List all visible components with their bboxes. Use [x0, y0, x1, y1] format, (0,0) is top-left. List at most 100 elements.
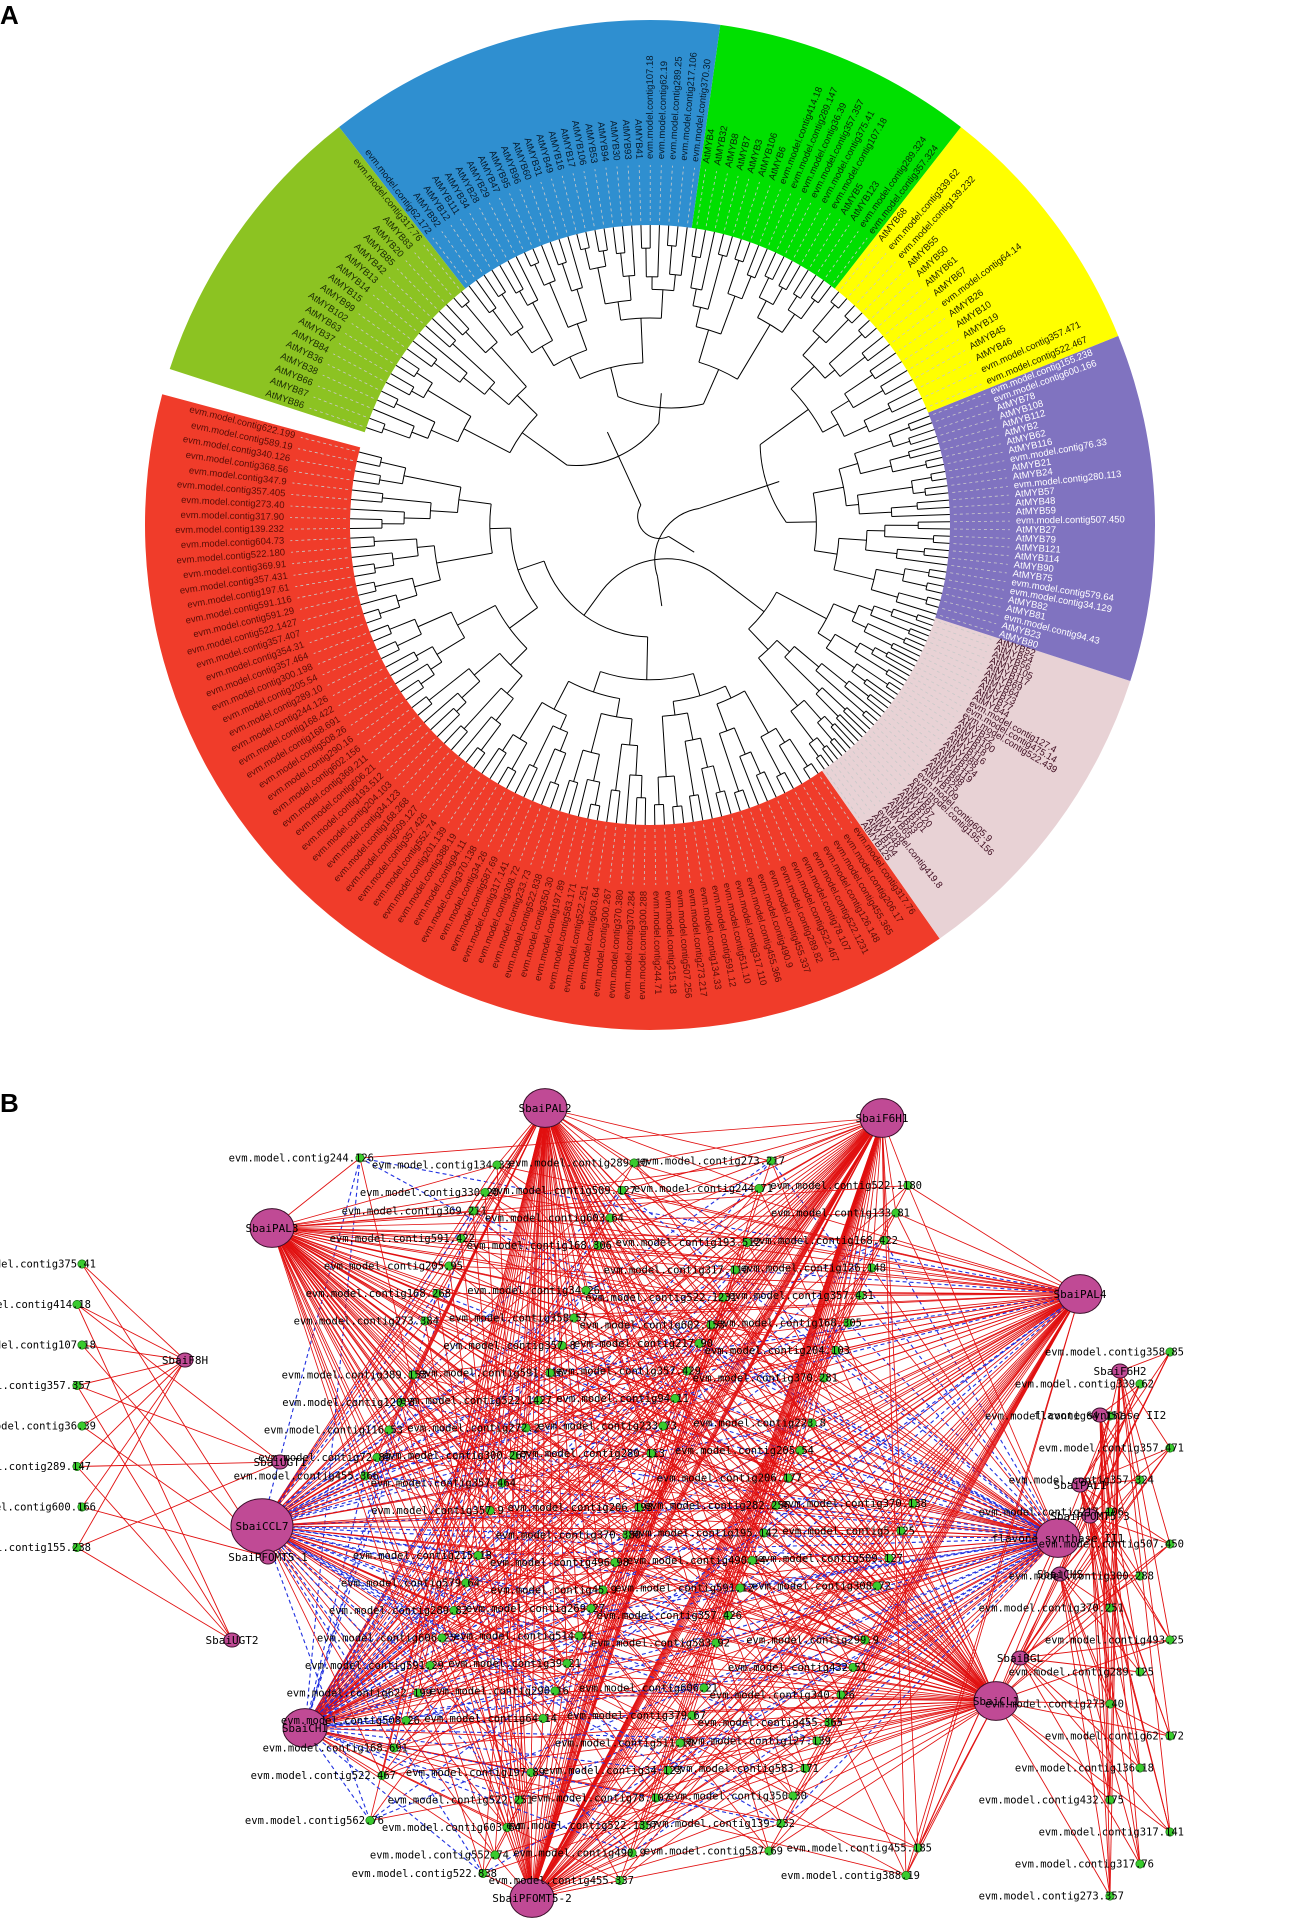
- branch: [567, 236, 583, 288]
- positive-edge: [261, 1265, 450, 1527]
- branch-arc: [508, 386, 527, 405]
- hub-label: SbaiPAL3: [246, 1222, 299, 1235]
- branch: [930, 470, 946, 475]
- gene-label: evm.model.contig134.33: [372, 1160, 511, 1172]
- negative-edge: [518, 1537, 1059, 1801]
- gene-node: [682, 1366, 692, 1376]
- branch: [830, 726, 851, 749]
- positive-edge: [544, 1107, 772, 1162]
- branch: [778, 260, 793, 286]
- positive-edge: [261, 1400, 539, 1527]
- branch: [510, 648, 528, 666]
- branch: [744, 690, 769, 733]
- positive-edge: [1079, 1479, 1141, 1486]
- positive-edge: [544, 1107, 628, 1536]
- positive-edge: [811, 1117, 883, 1424]
- branch: [789, 738, 808, 767]
- positive-edge: [261, 1297, 724, 1527]
- gene-label: evm.model.contig317.110: [604, 1265, 749, 1277]
- gene-node: [557, 1341, 567, 1351]
- positive-edge: [271, 1227, 645, 1826]
- positive-edge: [1119, 1351, 1171, 1372]
- panel-a-letter: A: [0, 0, 19, 30]
- gene-node: [581, 1286, 591, 1296]
- branch: [867, 623, 905, 641]
- leaf-label: AtMYB4: [701, 128, 717, 164]
- branch: [834, 723, 855, 746]
- branch: [519, 702, 543, 740]
- branch: [559, 780, 570, 812]
- positive-edge: [995, 1700, 1111, 1897]
- positive-edge: [1019, 1657, 1171, 1833]
- negative-edge: [261, 1525, 592, 1610]
- hub-label: SbaiUGT1: [254, 1456, 307, 1469]
- leaf-label: AtMYB30: [607, 120, 622, 161]
- positive-edge: [578, 1635, 997, 1702]
- positive-edge: [271, 1227, 616, 1563]
- branch-arc: [776, 771, 785, 778]
- branch: [358, 590, 377, 596]
- gene-node: [776, 1818, 786, 1828]
- positive-edge: [900, 1530, 1059, 1539]
- positive-edge: [531, 1589, 604, 1899]
- gene-label: evm.model.contig507.450: [1039, 1539, 1184, 1551]
- branch-arc: [485, 341, 498, 354]
- positive-edge: [271, 1227, 724, 1298]
- positive-edge: [531, 1825, 645, 1899]
- branch: [925, 603, 939, 608]
- negative-edge: [621, 1190, 1059, 1539]
- positive-edge: [531, 1560, 753, 1899]
- branch: [913, 491, 926, 494]
- gene-label: evm.model.contig215.18: [353, 1550, 492, 1562]
- branch-arc: [527, 299, 539, 306]
- positive-edge: [703, 1293, 1081, 1689]
- branch: [657, 225, 660, 277]
- gene-node: [490, 1850, 500, 1860]
- branch: [853, 390, 884, 409]
- negative-edge: [436, 1292, 1059, 1539]
- branch: [443, 725, 462, 744]
- gene-label: evm.model.contig370.251: [979, 1603, 1124, 1615]
- hub-node: [249, 1208, 295, 1248]
- branch: [825, 647, 855, 669]
- branch: [701, 768, 713, 819]
- branch: [836, 717, 859, 742]
- gene-label: evm.model.contig269.27: [466, 1603, 605, 1615]
- gene-node: [492, 1160, 502, 1170]
- positive-edge: [871, 1117, 883, 1269]
- branch: [576, 233, 582, 250]
- branch: [858, 320, 870, 331]
- branch: [541, 346, 555, 366]
- branch: [917, 614, 935, 621]
- negative-edge: [261, 1454, 515, 1527]
- branch: [803, 768, 811, 780]
- branch: [610, 367, 619, 397]
- branch-arc: [391, 552, 395, 566]
- branch: [432, 318, 456, 341]
- branch: [893, 440, 910, 448]
- branch-arc: [512, 734, 528, 744]
- leaf-label: evm.model.contig215.18: [662, 890, 678, 994]
- branch: [594, 230, 600, 252]
- positive-edge: [304, 1727, 919, 1849]
- positive-edge: [261, 1324, 712, 1527]
- gene-label: evm.model.contig282.256: [645, 1500, 790, 1512]
- branch: [772, 256, 785, 280]
- gene-label: evm.model.contig168.422: [753, 1235, 898, 1247]
- positive-edge: [271, 1185, 909, 1229]
- positive-edge: [1059, 1573, 1111, 1609]
- positive-edge: [804, 1293, 1081, 1769]
- gene-node: [396, 1397, 406, 1407]
- branch: [781, 313, 796, 333]
- branch: [431, 429, 459, 443]
- positive-edge: [531, 1350, 837, 1899]
- branch: [724, 790, 732, 815]
- branch: [759, 409, 809, 446]
- branch: [461, 291, 470, 302]
- branch: [815, 670, 865, 714]
- positive-edge: [501, 1482, 997, 1702]
- positive-edge: [76, 1304, 281, 1463]
- positive-edge: [650, 1117, 883, 1454]
- positive-edge: [995, 1543, 1171, 1702]
- branch: [687, 712, 694, 740]
